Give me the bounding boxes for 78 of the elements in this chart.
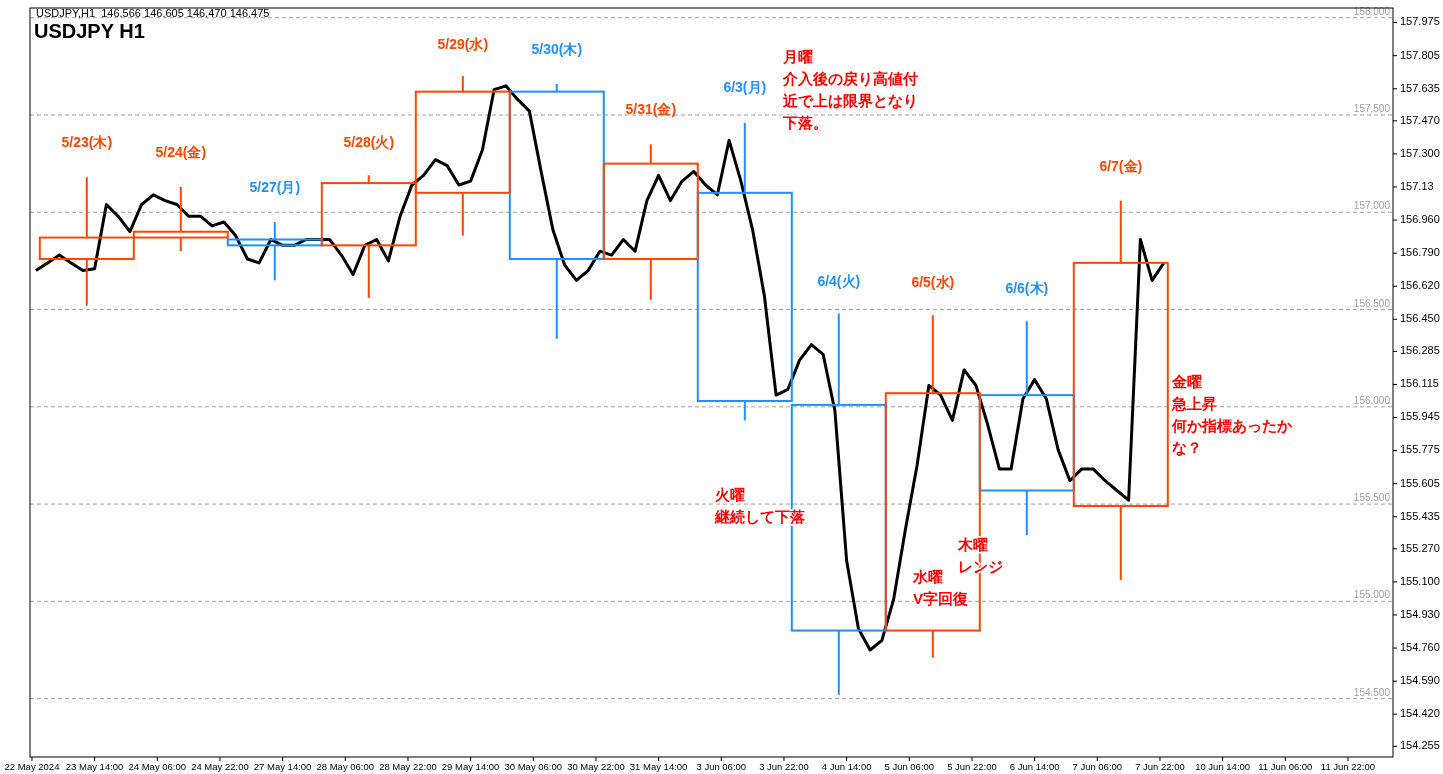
annotation: 水曜 xyxy=(912,568,943,585)
y-tick-label: 157.975 xyxy=(1400,15,1440,28)
annotation: 介入後の戻り高値付近で上は限界となり下落。 xyxy=(782,70,918,131)
x-tick-label: 4 Jun 14:00 xyxy=(821,761,872,772)
ref-line-label: 157.500 xyxy=(1353,103,1391,114)
annotation: 急上昇 xyxy=(1171,395,1217,412)
annotation: 6/6(木) xyxy=(1005,279,1049,296)
x-tick-label: 11 Jun 06:00 xyxy=(1258,761,1313,772)
candlestick xyxy=(226,221,323,282)
annotation: 6/5(水) xyxy=(911,273,955,290)
x-tick-label: 11 Jun 22:00 xyxy=(1320,761,1376,772)
ref-line-label: 156.500 xyxy=(1353,297,1391,309)
x-tick-label: 7 Jun 06:00 xyxy=(1072,761,1123,772)
y-tick-label: 156.450 xyxy=(1400,312,1440,325)
y-tick-label: 154.420 xyxy=(1400,707,1440,720)
x-tick-label: 30 May 22:00 xyxy=(567,761,625,772)
y-tick-label: 157.300 xyxy=(1400,146,1440,159)
x-tick-label: 22 May 2024 xyxy=(4,761,60,772)
y-tick-label: 155.435 xyxy=(1400,509,1440,522)
ref-line-label: 157.000 xyxy=(1353,200,1391,212)
annotation: 6/7(金) xyxy=(1099,157,1143,174)
annotation: V字回復 xyxy=(913,590,969,607)
y-tick-label: 155.605 xyxy=(1400,476,1440,489)
ref-line-label: 155.500 xyxy=(1353,492,1391,504)
annotation: 金曜 xyxy=(1171,373,1202,390)
y-tick-label: 155.100 xyxy=(1400,574,1440,587)
annotation: 6/3(月) xyxy=(723,78,767,95)
y-tick-label: 154.760 xyxy=(1400,640,1440,653)
x-tick-label: 24 May 22:00 xyxy=(191,761,249,772)
annotation: 5/27(月) xyxy=(249,178,301,195)
y-tick-label: 155.270 xyxy=(1400,541,1440,554)
x-tick-label: 30 May 06:00 xyxy=(504,761,563,772)
annotation: 何か指標あったかな？ xyxy=(1171,417,1293,456)
annotation: 5/30(木) xyxy=(531,40,583,57)
x-tick-label: 27 May 14:00 xyxy=(253,761,312,772)
x-tick-label: 5 Jun 22:00 xyxy=(947,761,997,772)
y-tick-label: 154.590 xyxy=(1400,674,1440,687)
ref-line-label: 155.000 xyxy=(1353,589,1391,601)
annotation: 火曜 xyxy=(715,486,745,503)
candlestick xyxy=(602,143,699,301)
ref-line-label: 158.000 xyxy=(1353,5,1391,17)
annotation: 6/4(火) xyxy=(817,272,861,289)
y-tick-label: 156.115 xyxy=(1400,377,1439,390)
annotation: 5/23(木) xyxy=(61,133,113,150)
ref-line-label: 154.500 xyxy=(1353,686,1391,698)
y-tick-label: 154.255 xyxy=(1400,739,1440,752)
x-tick-label: 7 Jun 22:00 xyxy=(1135,761,1185,772)
x-tick-label: 28 May 06:00 xyxy=(316,761,375,772)
y-tick-label: 157.13 xyxy=(1400,179,1434,192)
x-tick-label: 10 Jun 14:00 xyxy=(1195,761,1251,772)
annotation: 5/31(金) xyxy=(625,100,677,117)
x-tick-label: 28 May 22:00 xyxy=(379,761,437,772)
y-tick-label: 155.945 xyxy=(1400,410,1440,423)
annotation: USDJPY,H1 146.566 146.605 146.470 146.475 xyxy=(36,7,270,19)
candlestick xyxy=(1072,199,1169,581)
y-tick-label: 154.930 xyxy=(1400,607,1440,620)
y-tick-label: 156.620 xyxy=(1400,279,1440,292)
text: USDJPY H1 xyxy=(34,20,145,42)
y-tick-label: 155.775 xyxy=(1400,443,1440,456)
y-tick-label: 156.285 xyxy=(1400,344,1440,357)
x-tick-label: 31 May 14:00 xyxy=(629,761,688,772)
ref-line-label: 156.000 xyxy=(1353,394,1391,406)
annotation: 5/24(金) xyxy=(155,143,207,160)
y-tick-label: 156.960 xyxy=(1400,212,1440,225)
y-tick-label: 156.790 xyxy=(1400,246,1440,259)
y-tick-label: 157.635 xyxy=(1400,81,1440,94)
x-tick-label: 3 Jun 06:00 xyxy=(696,761,747,772)
annotation: 月曜 xyxy=(782,48,813,65)
y-tick-label: 157.470 xyxy=(1400,113,1440,126)
y-tick-label: 157.805 xyxy=(1400,48,1440,61)
annotation: 5/29(水) xyxy=(437,35,489,52)
x-tick-label: 23 May 14:00 xyxy=(65,761,124,772)
x-tick-label: 6 Jun 14:00 xyxy=(1009,761,1060,772)
x-tick-label: 24 May 06:00 xyxy=(128,761,187,772)
x-tick-label: 29 May 14:00 xyxy=(441,761,500,772)
annotation: 5/28(火) xyxy=(343,133,395,150)
x-tick-label: 3 Jun 22:00 xyxy=(759,761,809,772)
x-tick-label: 5 Jun 06:00 xyxy=(884,761,935,772)
